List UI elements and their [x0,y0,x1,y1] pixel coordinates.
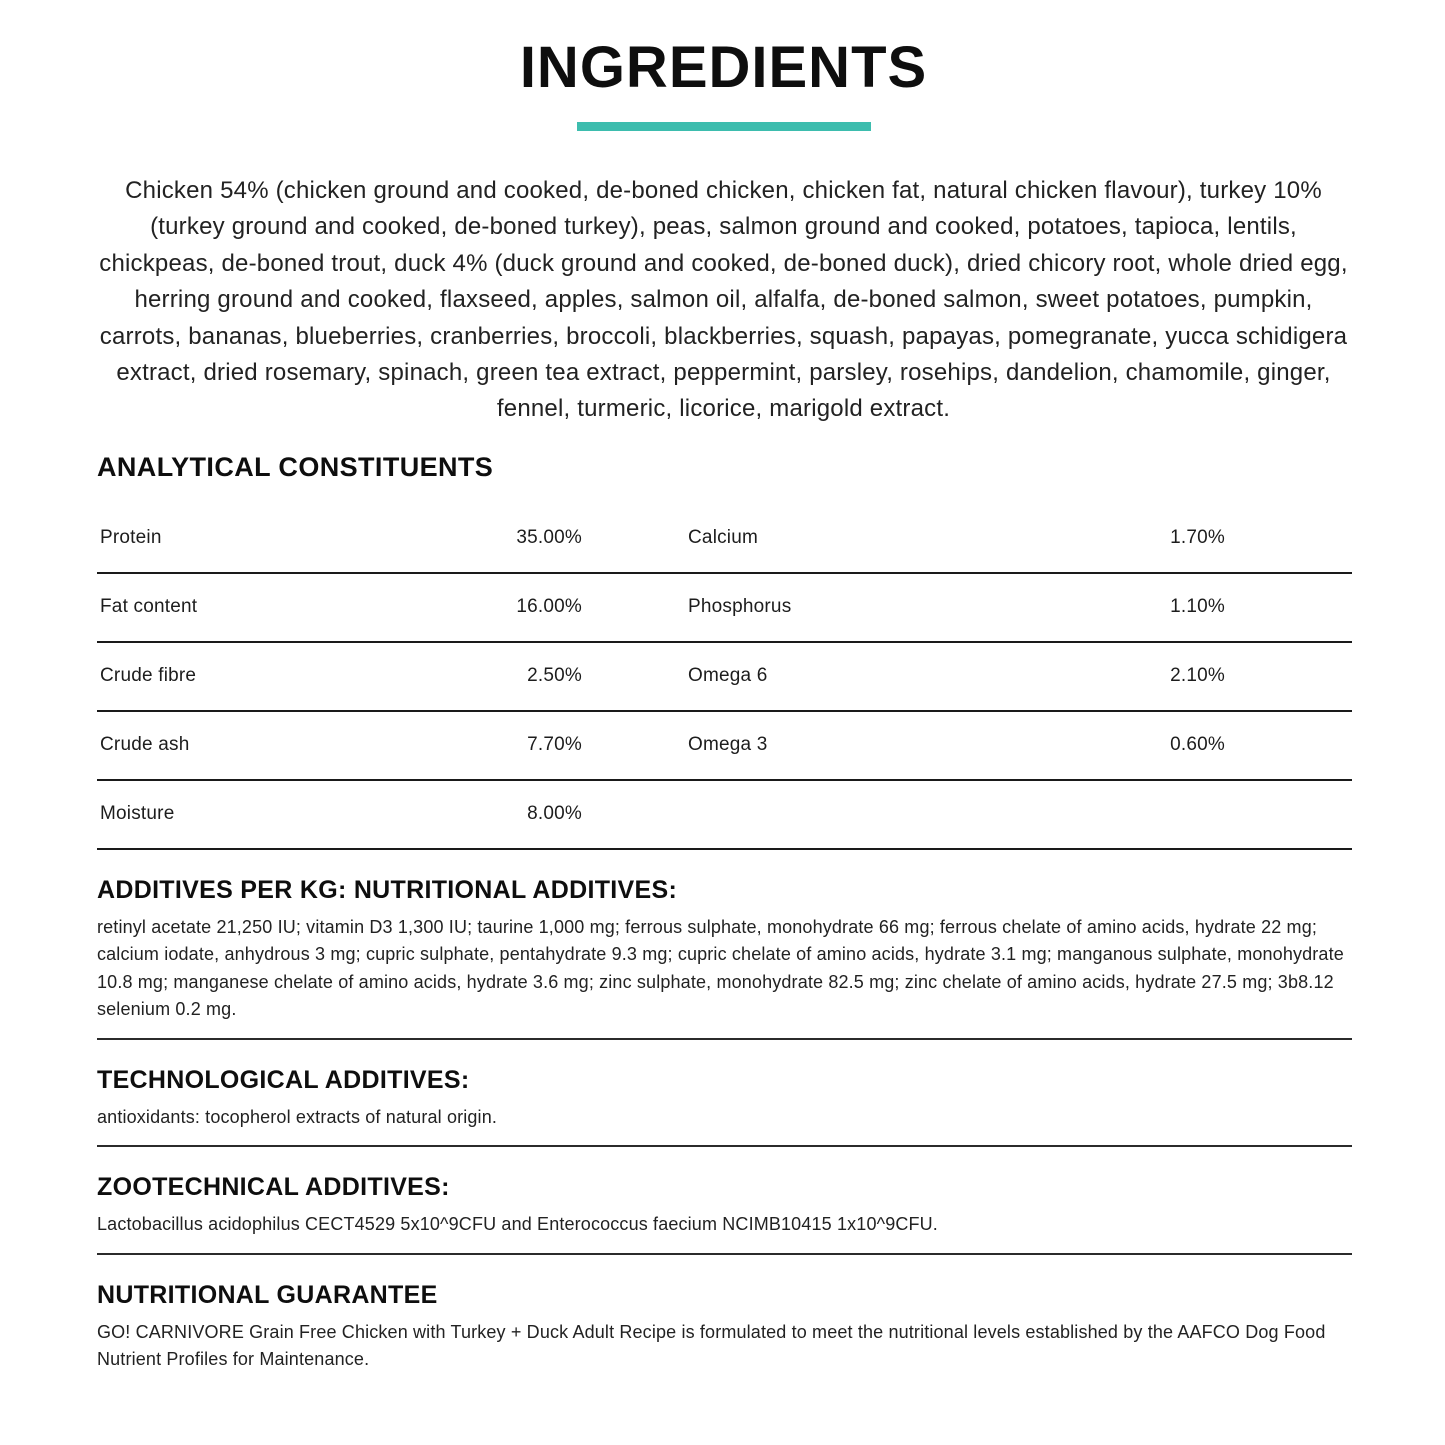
constituent-value: 1.10% [1170,596,1225,618]
table-row: Crude ash 7.70% Omega 3 0.60% [97,712,1352,781]
technological-additives-body: antioxidants: tocopherol extracts of nat… [97,1106,498,1127]
analytical-constituents-table: Protein 35.00% Calcium 1.70% Fat content… [97,505,1352,850]
constituent-value: 2.10% [1170,665,1225,687]
constituent-label: Omega 3 [688,734,768,756]
analytical-constituents-heading: ANALYTICAL CONSTITUENTS [97,451,494,482]
technological-additives-heading: TECHNOLOGICAL ADDITIVES: [97,1065,470,1094]
constituent-label: Moisture [100,803,175,825]
table-row: Fat content 16.00% Phosphorus 1.10% [97,574,1352,643]
constituent-value: 35.00% [516,527,582,549]
constituent-value: 1.70% [1170,527,1225,549]
constituent-label: Protein [100,527,162,549]
page-title: INGREDIENTS [519,35,928,100]
constituent-value: 0.60% [1170,734,1225,756]
ingredients-paragraph: Chicken 54% (chicken ground and cooked, … [99,177,1348,423]
table-row: Crude fibre 2.50% Omega 6 2.10% [97,643,1352,712]
table-row: Protein 35.00% Calcium 1.70% [97,505,1352,574]
nutritional-guarantee-heading: NUTRITIONAL GUARANTEE [97,1280,438,1309]
constituent-value: 2.50% [527,665,582,687]
nutritional-additives-heading: ADDITIVES PER KG: NUTRITIONAL ADDITIVES: [97,875,678,904]
zootechnical-additives-body: Lactobacillus acidophilus CECT4529 5x10^… [97,1214,938,1235]
title-underline-bar [576,122,871,131]
nutritional-guarantee-body: GO! CARNIVORE Grain Free Chicken with Tu… [97,1321,1326,1370]
additive-sections: ADDITIVES PER KG: NUTRITIONAL ADDITIVES:… [97,875,1352,1374]
section-divider [97,1145,1352,1148]
section-divider [97,1252,1352,1255]
constituent-label: Phosphorus [688,596,792,618]
constituent-value: 16.00% [516,596,582,618]
constituent-label: Crude ash [100,734,190,756]
constituent-value: 7.70% [527,734,582,756]
constituent-label: Calcium [688,527,759,549]
constituent-label: Fat content [100,596,198,618]
nutritional-additives-body: retinyl acetate 21,250 IU; vitamin D3 1,… [97,916,1344,1020]
zootechnical-additives-heading: ZOOTECHNICAL ADDITIVES: [97,1173,450,1202]
section-divider [97,1037,1352,1040]
table-row: Moisture 8.00% [97,781,1352,850]
constituent-label: Crude fibre [100,665,197,687]
constituent-value: 8.00% [527,803,582,825]
constituent-label: Omega 6 [688,665,768,687]
